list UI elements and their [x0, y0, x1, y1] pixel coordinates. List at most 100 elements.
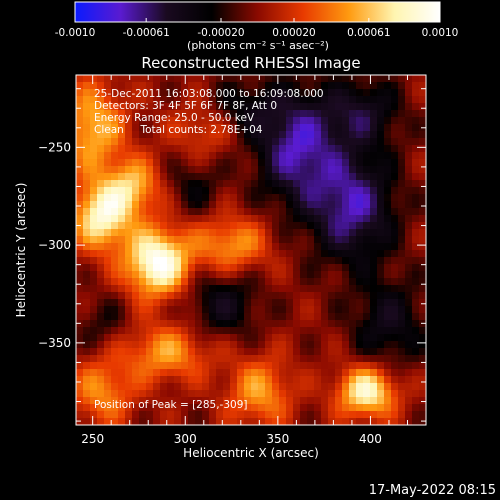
heatmap-cell	[307, 201, 315, 209]
heatmap-cell	[223, 404, 231, 412]
heatmap-cell	[167, 257, 175, 265]
heatmap-cell	[314, 390, 322, 398]
heatmap-cell	[153, 320, 161, 328]
heatmap-cell	[398, 201, 406, 209]
heatmap-cell	[209, 208, 217, 216]
heatmap-cell	[321, 152, 329, 160]
heatmap-cell	[195, 278, 203, 286]
heatmap-cell	[132, 334, 140, 342]
heatmap-cell	[335, 257, 343, 265]
heatmap-cell	[335, 285, 343, 293]
heatmap-cell	[272, 341, 280, 349]
heatmap-cell	[307, 110, 315, 118]
heatmap-cell	[363, 208, 371, 216]
heatmap-cell	[188, 369, 196, 377]
heatmap-cell	[391, 383, 399, 391]
heatmap-cell	[125, 187, 133, 195]
heatmap-cell	[398, 292, 406, 300]
heatmap-cell	[279, 75, 287, 83]
heatmap-cell	[97, 159, 105, 167]
heatmap-cell	[118, 355, 126, 363]
heatmap-cell	[335, 215, 343, 223]
colorbar-tick-label: -0.00061	[123, 27, 170, 39]
heatmap-cell	[216, 390, 224, 398]
heatmap-cell	[384, 187, 392, 195]
heatmap-cell	[356, 278, 364, 286]
heatmap-cell	[377, 271, 385, 279]
heatmap-cell	[104, 138, 112, 146]
heatmap-cell	[195, 411, 203, 419]
heatmap-cell	[398, 362, 406, 370]
heatmap-cell	[398, 299, 406, 307]
heatmap-cell	[328, 313, 336, 321]
heatmap-cell	[293, 103, 301, 111]
heatmap-cell	[293, 208, 301, 216]
heatmap-cell	[356, 229, 364, 237]
heatmap-cell	[195, 124, 203, 132]
heatmap-cell	[419, 278, 426, 286]
heatmap-cell	[307, 348, 315, 356]
heatmap-cell	[132, 299, 140, 307]
heatmap-cell	[237, 334, 245, 342]
heatmap-cell	[209, 103, 217, 111]
heatmap-cell	[370, 334, 378, 342]
heatmap-cell	[118, 341, 126, 349]
annotation-peak-position: Position of Peak = [285,-309]	[94, 399, 248, 411]
heatmap-cell	[209, 299, 217, 307]
heatmap-cell	[335, 145, 343, 153]
heatmap-cell	[146, 355, 154, 363]
heatmap-cell	[83, 173, 91, 181]
heatmap-cell	[328, 355, 336, 363]
heatmap-cell	[230, 103, 238, 111]
heatmap-cell	[244, 271, 252, 279]
heatmap-cell	[377, 348, 385, 356]
heatmap-cell	[223, 320, 231, 328]
heatmap-cell	[363, 194, 371, 202]
heatmap-cell	[300, 131, 308, 139]
heatmap-cell	[349, 292, 357, 300]
heatmap-cell	[223, 194, 231, 202]
heatmap-cell	[363, 159, 371, 167]
heatmap-cell	[398, 75, 406, 83]
heatmap-cell	[370, 362, 378, 370]
heatmap-cell	[132, 110, 140, 118]
heatmap-cell	[216, 376, 224, 384]
heatmap-cell	[90, 131, 98, 139]
heatmap-cell	[195, 236, 203, 244]
heatmap-cell	[97, 145, 105, 153]
heatmap-cell	[209, 313, 217, 321]
heatmap-cell	[202, 404, 210, 412]
heatmap-cell	[209, 173, 217, 181]
heatmap-cell	[328, 278, 336, 286]
heatmap-cell	[230, 180, 238, 188]
heatmap-cell	[97, 376, 105, 384]
heatmap-cell	[384, 327, 392, 335]
heatmap-cell	[363, 124, 371, 132]
heatmap-cell	[118, 75, 126, 83]
heatmap-cell	[356, 145, 364, 153]
heatmap-cell	[314, 110, 322, 118]
heatmap-cell	[363, 383, 371, 391]
heatmap-cell	[237, 89, 245, 97]
heatmap-cell	[125, 285, 133, 293]
heatmap-cell	[76, 299, 84, 307]
heatmap-cell	[293, 334, 301, 342]
heatmap-cell	[286, 138, 294, 146]
heatmap-cell	[195, 320, 203, 328]
heatmap-cell	[160, 215, 168, 223]
heatmap-cell	[405, 243, 413, 251]
heatmap-cell	[132, 250, 140, 258]
heatmap-cell	[300, 306, 308, 314]
heatmap-cell	[230, 264, 238, 272]
heatmap-cell	[391, 355, 399, 363]
heatmap-cell	[398, 131, 406, 139]
heatmap-cell	[237, 369, 245, 377]
heatmap-cell	[244, 173, 252, 181]
heatmap-cell	[216, 320, 224, 328]
heatmap-cell	[125, 222, 133, 230]
heatmap-cell	[202, 236, 210, 244]
heatmap-cell	[202, 411, 210, 419]
heatmap-cell	[265, 96, 273, 104]
heatmap-cell	[181, 250, 189, 258]
heatmap-cell	[377, 124, 385, 132]
